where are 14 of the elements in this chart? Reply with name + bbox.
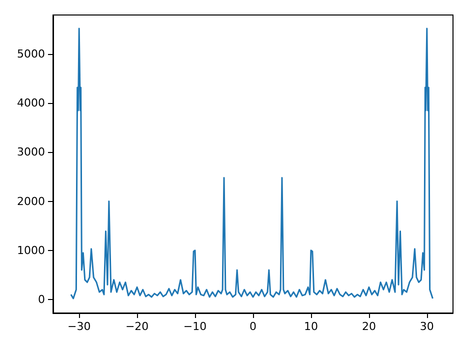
y-tick-label: 4000	[17, 96, 45, 110]
y-tick-label: 1000	[17, 244, 45, 257]
x-tick-label: −30	[67, 320, 91, 333]
line-series	[70, 28, 434, 300]
x-tick-label: −10	[183, 320, 207, 333]
y-tick-label: 2000	[17, 194, 45, 208]
x-tick-label: 0	[250, 320, 256, 333]
y-tick-label: 3000	[17, 146, 45, 159]
x-tick-label: 20	[362, 320, 376, 333]
x-tick-label: 30	[420, 320, 434, 333]
y-tick-label: 0	[38, 292, 45, 306]
x-tick-label: −20	[125, 320, 149, 333]
y-tick-label: 5000	[17, 48, 45, 61]
x-tick-label: 10	[304, 320, 318, 333]
